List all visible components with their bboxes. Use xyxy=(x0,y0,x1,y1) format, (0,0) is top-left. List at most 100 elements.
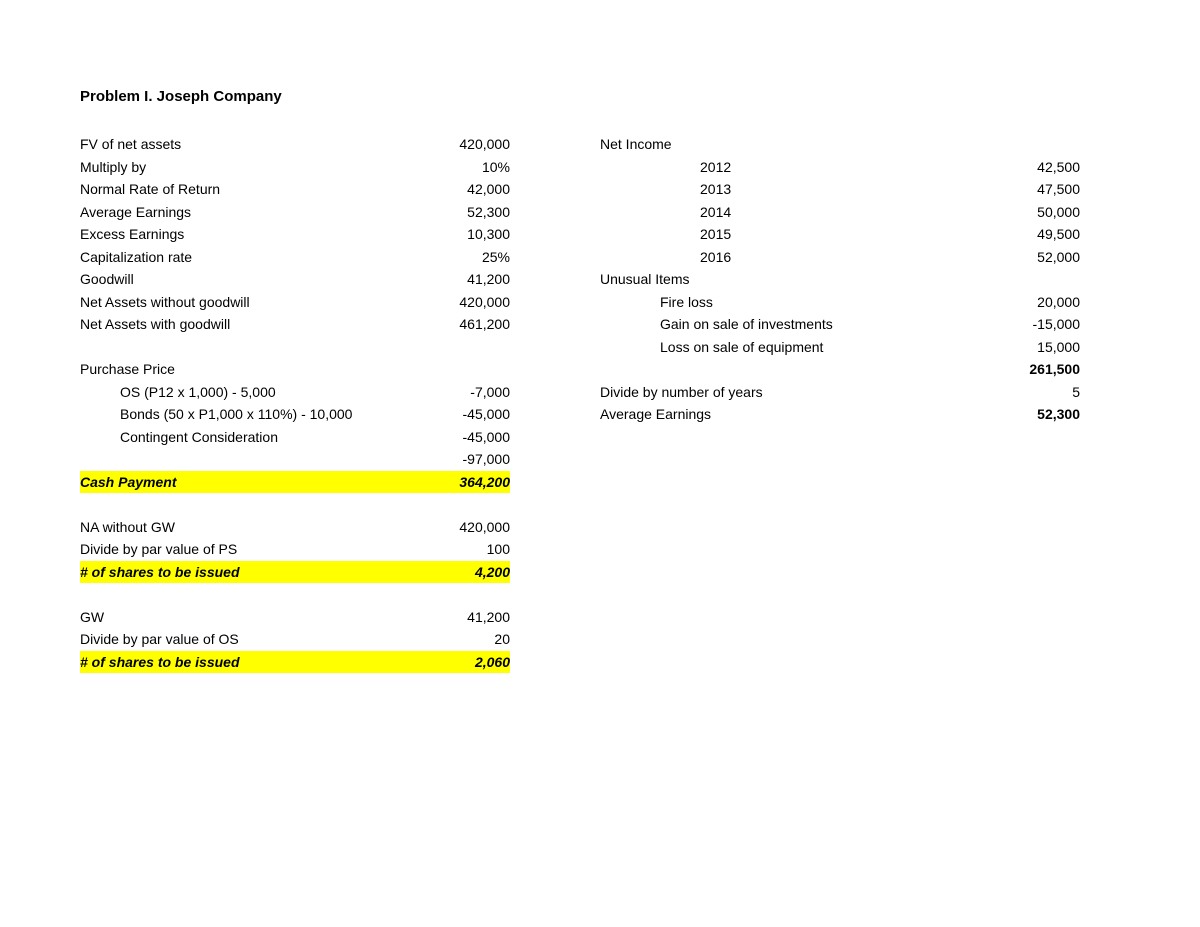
label: 2014 xyxy=(600,201,990,224)
row-cap-rate: Capitalization rate 25% xyxy=(80,246,510,269)
row-pp-os: OS (P12 x 1,000) - 5,000 -7,000 xyxy=(80,381,510,404)
label: Net Assets without goodwill xyxy=(80,291,420,314)
row-pp-total: -97,000 xyxy=(80,448,510,471)
label: Cash Payment xyxy=(80,471,420,494)
value: -15,000 xyxy=(990,313,1080,336)
row-goodwill: Goodwill 41,200 xyxy=(80,268,510,291)
label: Unusual Items xyxy=(600,268,990,291)
label: 2013 xyxy=(600,178,990,201)
label: 2015 xyxy=(600,223,990,246)
label: Purchase Price xyxy=(80,358,420,381)
row-ni-2016: 2016 52,000 xyxy=(600,246,1080,269)
label: 2012 xyxy=(600,156,990,179)
value: 420,000 xyxy=(420,516,510,539)
value: 52,300 xyxy=(420,201,510,224)
row-subtotal: 261,500 xyxy=(600,358,1080,381)
value: 47,500 xyxy=(990,178,1080,201)
row-divide-years: Divide by number of years 5 xyxy=(600,381,1080,404)
value: 100 xyxy=(420,538,510,561)
row-gain-investments: Gain on sale of investments -15,000 xyxy=(600,313,1080,336)
value: 364,200 xyxy=(420,471,510,494)
label: Bonds (50 x P1,000 x 110%) - 10,000 xyxy=(80,403,420,426)
row-na-wo-gw2: NA without GW 420,000 xyxy=(80,516,510,539)
row-pp-bonds: Bonds (50 x P1,000 x 110%) - 10,000 -45,… xyxy=(80,403,510,426)
row-normal-rate-return: Normal Rate of Return 42,000 xyxy=(80,178,510,201)
row-na-with-gw: Net Assets with goodwill 461,200 xyxy=(80,313,510,336)
right-column: Net Income 2012 42,500 2013 47,500 2014 … xyxy=(600,133,1080,426)
row-pp-contingent: Contingent Consideration -45,000 xyxy=(80,426,510,449)
value: 50,000 xyxy=(990,201,1080,224)
row-net-income-header: Net Income xyxy=(600,133,1080,156)
label: Divide by number of years xyxy=(600,381,990,404)
row-ni-2012: 2012 42,500 xyxy=(600,156,1080,179)
value: 20 xyxy=(420,628,510,651)
row-div-par-os: Divide by par value of OS 20 xyxy=(80,628,510,651)
label: Divide by par value of OS xyxy=(80,628,420,651)
value: 49,500 xyxy=(990,223,1080,246)
value: 461,200 xyxy=(420,313,510,336)
value: 4,200 xyxy=(420,561,510,584)
label: NA without GW xyxy=(80,516,420,539)
label: 2016 xyxy=(600,246,990,269)
spacer xyxy=(80,336,510,359)
value: 15,000 xyxy=(990,336,1080,359)
page: Problem I. Joseph Company FV of net asse… xyxy=(0,0,1200,673)
value: -45,000 xyxy=(420,403,510,426)
value: 10,300 xyxy=(420,223,510,246)
label: Divide by par value of PS xyxy=(80,538,420,561)
label: FV of net assets xyxy=(80,133,420,156)
label: Average Earnings xyxy=(600,403,990,426)
label: # of shares to be issued xyxy=(80,561,420,584)
label: Fire loss xyxy=(600,291,990,314)
value: 20,000 xyxy=(990,291,1080,314)
value: 41,200 xyxy=(420,606,510,629)
row-ni-2015: 2015 49,500 xyxy=(600,223,1080,246)
value: -7,000 xyxy=(420,381,510,404)
value: 420,000 xyxy=(420,133,510,156)
value: 41,200 xyxy=(420,268,510,291)
value: 2,060 xyxy=(420,651,510,674)
label: GW xyxy=(80,606,420,629)
row-shares-os: # of shares to be issued 2,060 xyxy=(80,651,510,674)
value: 261,500 xyxy=(990,358,1080,381)
row-average-earnings: Average Earnings 52,300 xyxy=(80,201,510,224)
spacer xyxy=(80,493,510,516)
label: Contingent Consideration xyxy=(80,426,420,449)
row-na-without-gw: Net Assets without goodwill 420,000 xyxy=(80,291,510,314)
value: 42,500 xyxy=(990,156,1080,179)
row-fire-loss: Fire loss 20,000 xyxy=(600,291,1080,314)
row-excess-earnings: Excess Earnings 10,300 xyxy=(80,223,510,246)
row-ni-2014: 2014 50,000 xyxy=(600,201,1080,224)
label: Average Earnings xyxy=(80,201,420,224)
label: Multiply by xyxy=(80,156,420,179)
label: Net Assets with goodwill xyxy=(80,313,420,336)
label: OS (P12 x 1,000) - 5,000 xyxy=(80,381,420,404)
label: Gain on sale of investments xyxy=(600,313,990,336)
page-title: Problem I. Joseph Company xyxy=(80,88,1200,105)
label: # of shares to be issued xyxy=(80,651,420,674)
label: Loss on sale of equipment xyxy=(600,336,990,359)
row-shares-ps: # of shares to be issued 4,200 xyxy=(80,561,510,584)
row-multiply-by: Multiply by 10% xyxy=(80,156,510,179)
row-gw2: GW 41,200 xyxy=(80,606,510,629)
row-unusual-header: Unusual Items xyxy=(600,268,1080,291)
value: 52,300 xyxy=(990,403,1080,426)
label: Normal Rate of Return xyxy=(80,178,420,201)
value: 420,000 xyxy=(420,291,510,314)
value: 52,000 xyxy=(990,246,1080,269)
value: -97,000 xyxy=(420,448,510,471)
row-purchase-price-header: Purchase Price xyxy=(80,358,510,381)
row-ni-2013: 2013 47,500 xyxy=(600,178,1080,201)
value: 25% xyxy=(420,246,510,269)
row-average-earnings: Average Earnings 52,300 xyxy=(600,403,1080,426)
label: Net Income xyxy=(600,133,990,156)
value: 10% xyxy=(420,156,510,179)
label: Goodwill xyxy=(80,268,420,291)
row-loss-equipment: Loss on sale of equipment 15,000 xyxy=(600,336,1080,359)
label: Excess Earnings xyxy=(80,223,420,246)
row-fv-net-assets: FV of net assets 420,000 xyxy=(80,133,510,156)
row-cash-payment: Cash Payment 364,200 xyxy=(80,471,510,494)
value: -45,000 xyxy=(420,426,510,449)
label: Capitalization rate xyxy=(80,246,420,269)
row-div-par-ps: Divide by par value of PS 100 xyxy=(80,538,510,561)
